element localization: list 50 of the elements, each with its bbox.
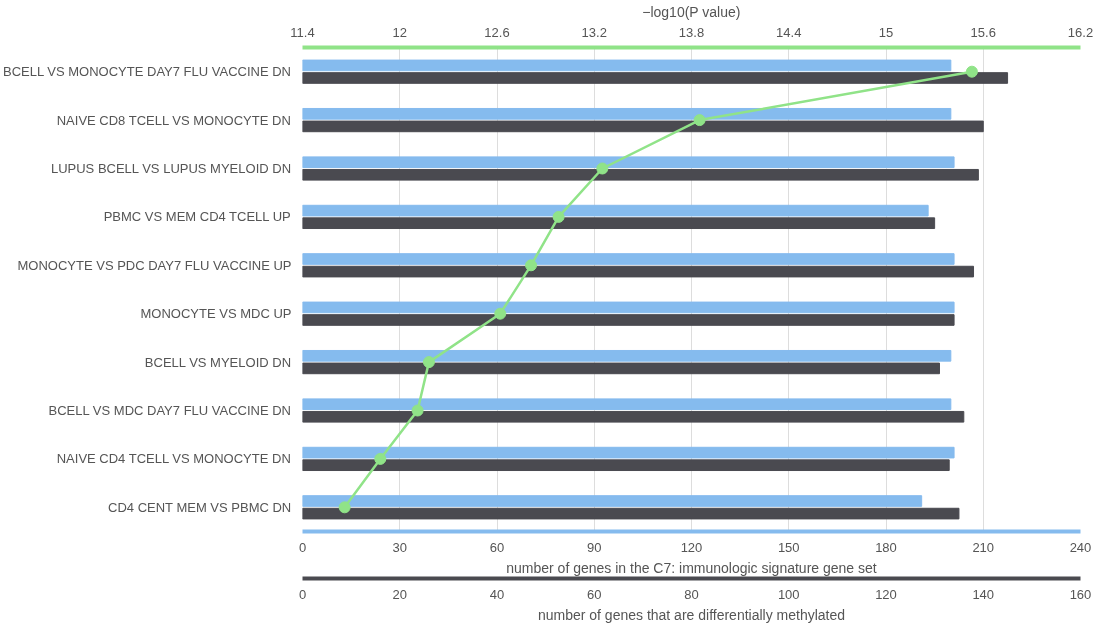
point [525,259,538,272]
x-tick-label: 12.6 [484,24,510,40]
x-tick-label: 90 [587,539,602,555]
y-tick-label: PBMC VS MEM CD4 TCELL UP [103,209,291,225]
y-tick-label: LUPUS BCELL VS LUPUS MYELOID DN [50,161,292,176]
x-tick-label: 13.2 [581,24,607,40]
x-tick-label: 14.4 [776,24,802,40]
x-tick-label: 180 [875,539,897,555]
point [596,162,609,175]
x-axis-title: −log10(P value) [642,3,741,20]
point [494,307,507,320]
x2-tick-label: 160 [1069,586,1092,602]
point [965,65,978,78]
y-tick-label: BCELL VS MONOCYTE DAY7 FLU VACCINE DN [3,64,292,80]
x2-tick-label: 100 [777,586,800,602]
x-tick-label: 15.6 [970,24,996,40]
point [338,501,351,514]
x2-tick-label: 20 [392,586,407,602]
point [411,404,424,417]
x2-tick-label: 40 [489,586,505,602]
x-tick-label: 15 [878,24,894,40]
y-tick-label: BCELL VS MDC DAY7 FLU VACCINE DN [48,403,292,418]
x-tick-label: 210 [972,539,995,555]
x2-tick-label: 80 [684,586,699,602]
y-tick-label: NAIVE CD4 TCELL VS MONOCYTE DN [56,451,291,467]
x-tick-label: 13.8 [678,24,705,40]
x-axis-title: number of genes in the C7: immunologic signature gene set [506,559,877,576]
x-tick-label: 150 [777,539,800,555]
x-tick-label: 60 [489,539,505,555]
y-tick-label: MONOCYTE VS PDC DAY7 FLU VACCINE UP [17,257,292,273]
y-tick-label: NAIVE CD8 TCELL VS MONOCYTE DN [56,112,291,128]
y-tick-label: MONOCYTE VS MDC UP [140,306,292,322]
y-tick-label: BCELL VS MYELOID DN [144,354,292,370]
x2-tick-label: 140 [972,586,995,602]
x-tick-label: 16.2 [1067,24,1094,40]
x2-axis-title: number of genes that are differentially methylated [537,606,846,623]
x-tick-label: 120 [680,539,703,555]
point [552,210,565,223]
point [422,356,435,369]
x2-tick-label: 120 [875,586,897,602]
point [693,114,706,127]
x2-tick-label: 60 [587,586,602,602]
x2-tick-label: 0 [298,586,307,602]
x-tick-label: 11.4 [290,24,315,40]
y-tick-label: CD4 CENT MEM VS PBMC DN [108,499,292,515]
x-tick-label: 30 [392,539,407,555]
x-tick-label: 0 [298,539,307,555]
point [374,452,387,465]
x-tick-label: 12 [392,24,407,40]
x-tick-label: 240 [1069,539,1092,555]
